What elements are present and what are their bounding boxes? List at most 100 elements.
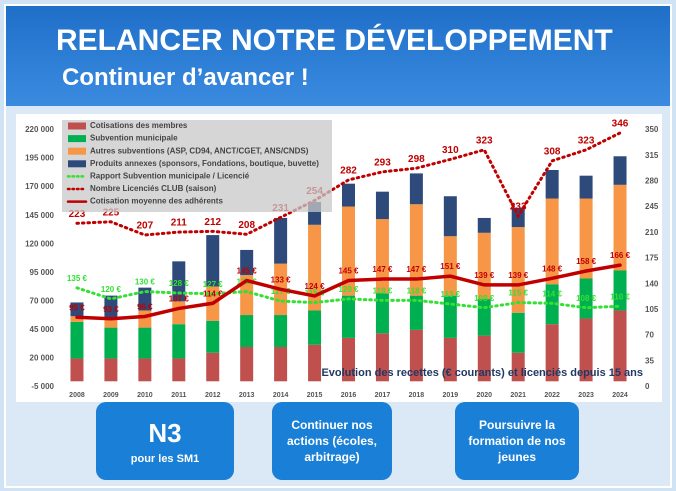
y2-tick-label: 175 bbox=[645, 254, 659, 263]
bar-segment bbox=[274, 217, 288, 264]
bar-segment bbox=[240, 347, 254, 382]
bar-segment bbox=[104, 358, 118, 382]
button-text: Poursuivre la formation de nos jeunes bbox=[468, 418, 566, 464]
data-label: 147 € bbox=[372, 265, 393, 274]
x-tick-label: 2010 bbox=[137, 392, 153, 399]
bar-segment bbox=[274, 347, 288, 382]
data-label: 118 € bbox=[373, 286, 393, 295]
annotation: Evolution des recettes (€ courants) et l… bbox=[321, 367, 643, 379]
bar-segment bbox=[511, 227, 525, 313]
data-label: 117 € bbox=[271, 287, 291, 296]
y2-tick-label: 70 bbox=[645, 331, 654, 340]
x-tick-label: 2023 bbox=[578, 392, 594, 399]
line bbox=[75, 131, 622, 237]
bar-segment bbox=[206, 352, 220, 382]
data-label: 113 € bbox=[441, 290, 461, 299]
y2-tick-label: 315 bbox=[645, 151, 659, 160]
data-label: 118 € bbox=[407, 286, 427, 295]
y-tick-label: 45 000 bbox=[30, 325, 55, 334]
data-label: 145 € bbox=[237, 267, 258, 276]
button-title: N3 bbox=[148, 417, 182, 448]
bar-segment bbox=[342, 295, 355, 338]
data-label: 225 bbox=[103, 207, 120, 218]
bar-segment bbox=[70, 302, 84, 317]
x-tick-label: 2017 bbox=[375, 392, 391, 399]
bar-segment bbox=[240, 275, 254, 316]
x-tick-label: 2014 bbox=[273, 392, 289, 399]
y2-tick-label: 140 bbox=[645, 279, 659, 288]
bar-segment bbox=[342, 337, 355, 382]
legend-label: Cotisations des membres bbox=[90, 121, 188, 130]
button[interactable]: Continuer nos actions (écoles, arbitrage… bbox=[272, 402, 392, 480]
bar-segment bbox=[545, 169, 559, 199]
x-tick-label: 2016 bbox=[341, 392, 357, 399]
data-label: 166 € bbox=[610, 251, 631, 260]
data-label: 120 € bbox=[101, 285, 122, 294]
bar-segment bbox=[240, 315, 254, 348]
data-label: 130 € bbox=[135, 278, 156, 287]
y2-tick-label: 350 bbox=[645, 125, 659, 134]
y2-tick-label: 0 bbox=[645, 382, 650, 391]
bar-segment bbox=[172, 324, 186, 359]
bar-segment bbox=[613, 184, 627, 271]
bar-segment bbox=[206, 235, 220, 287]
data-label: 233 bbox=[510, 202, 527, 213]
bar-segment bbox=[104, 327, 118, 359]
bar-segment bbox=[409, 295, 423, 330]
button[interactable]: N3 pour les SM1 bbox=[96, 402, 234, 480]
data-label: 120 € bbox=[338, 285, 359, 294]
bar-segment bbox=[172, 301, 186, 325]
data-label: 310 bbox=[442, 145, 459, 156]
bar-segment bbox=[511, 352, 525, 382]
x-tick-label: 2013 bbox=[239, 392, 255, 399]
data-label: 323 bbox=[476, 135, 493, 146]
bar-segment bbox=[477, 299, 491, 336]
legend-label: Nombre Licenciés CLUB (saison) bbox=[90, 184, 217, 193]
bar-segment bbox=[172, 261, 186, 302]
bar-segment bbox=[342, 183, 355, 207]
data-label: 110 € bbox=[610, 292, 630, 301]
y-tick-label: 70 000 bbox=[30, 296, 55, 305]
y-tick-label: 20 000 bbox=[30, 354, 55, 363]
bar-segment bbox=[409, 329, 423, 382]
data-label: 308 bbox=[544, 146, 561, 157]
data-label: 139 € bbox=[474, 271, 495, 280]
data-label: 148 € bbox=[542, 264, 563, 273]
bar-segment bbox=[477, 335, 491, 382]
line bbox=[75, 263, 622, 321]
data-label: 212 bbox=[204, 217, 221, 228]
bar-segment bbox=[240, 249, 254, 276]
bar-segment bbox=[308, 224, 322, 311]
x-tick-label: 2009 bbox=[103, 392, 119, 399]
bar-segment bbox=[375, 191, 389, 220]
bar-segment bbox=[308, 310, 322, 345]
data-label: 128 € bbox=[169, 279, 190, 288]
y-tick-label: 220 000 bbox=[25, 125, 54, 134]
data-label: 96 € bbox=[137, 303, 153, 312]
data-label: 107 € bbox=[169, 295, 190, 304]
data-label: 124 € bbox=[305, 282, 326, 291]
y-tick-label: 170 000 bbox=[25, 182, 54, 191]
bar-segment bbox=[172, 358, 186, 382]
data-label: 147 € bbox=[406, 265, 427, 274]
data-label: 108 € bbox=[474, 294, 495, 303]
bar-segment bbox=[477, 217, 491, 233]
data-label: 223 bbox=[69, 209, 86, 220]
button[interactable]: Poursuivre la formation de nos jeunes bbox=[455, 402, 579, 480]
bar-segment bbox=[443, 337, 457, 382]
bar-segment bbox=[206, 320, 220, 353]
data-label: 114 € bbox=[203, 289, 223, 298]
data-label: 346 bbox=[612, 119, 629, 130]
y2-tick-label: 280 bbox=[645, 177, 659, 186]
bar-segment bbox=[511, 312, 525, 353]
x-tick-label: 2015 bbox=[307, 392, 323, 399]
bar-segment bbox=[104, 318, 118, 328]
bar-segment bbox=[443, 295, 457, 338]
bar-segment bbox=[579, 198, 593, 279]
data-label: 133 € bbox=[271, 275, 292, 284]
data-label: 323 bbox=[578, 135, 595, 146]
legend-swatch bbox=[68, 160, 86, 168]
bar-segment bbox=[613, 310, 627, 382]
x-tick-label: 2022 bbox=[544, 392, 560, 399]
